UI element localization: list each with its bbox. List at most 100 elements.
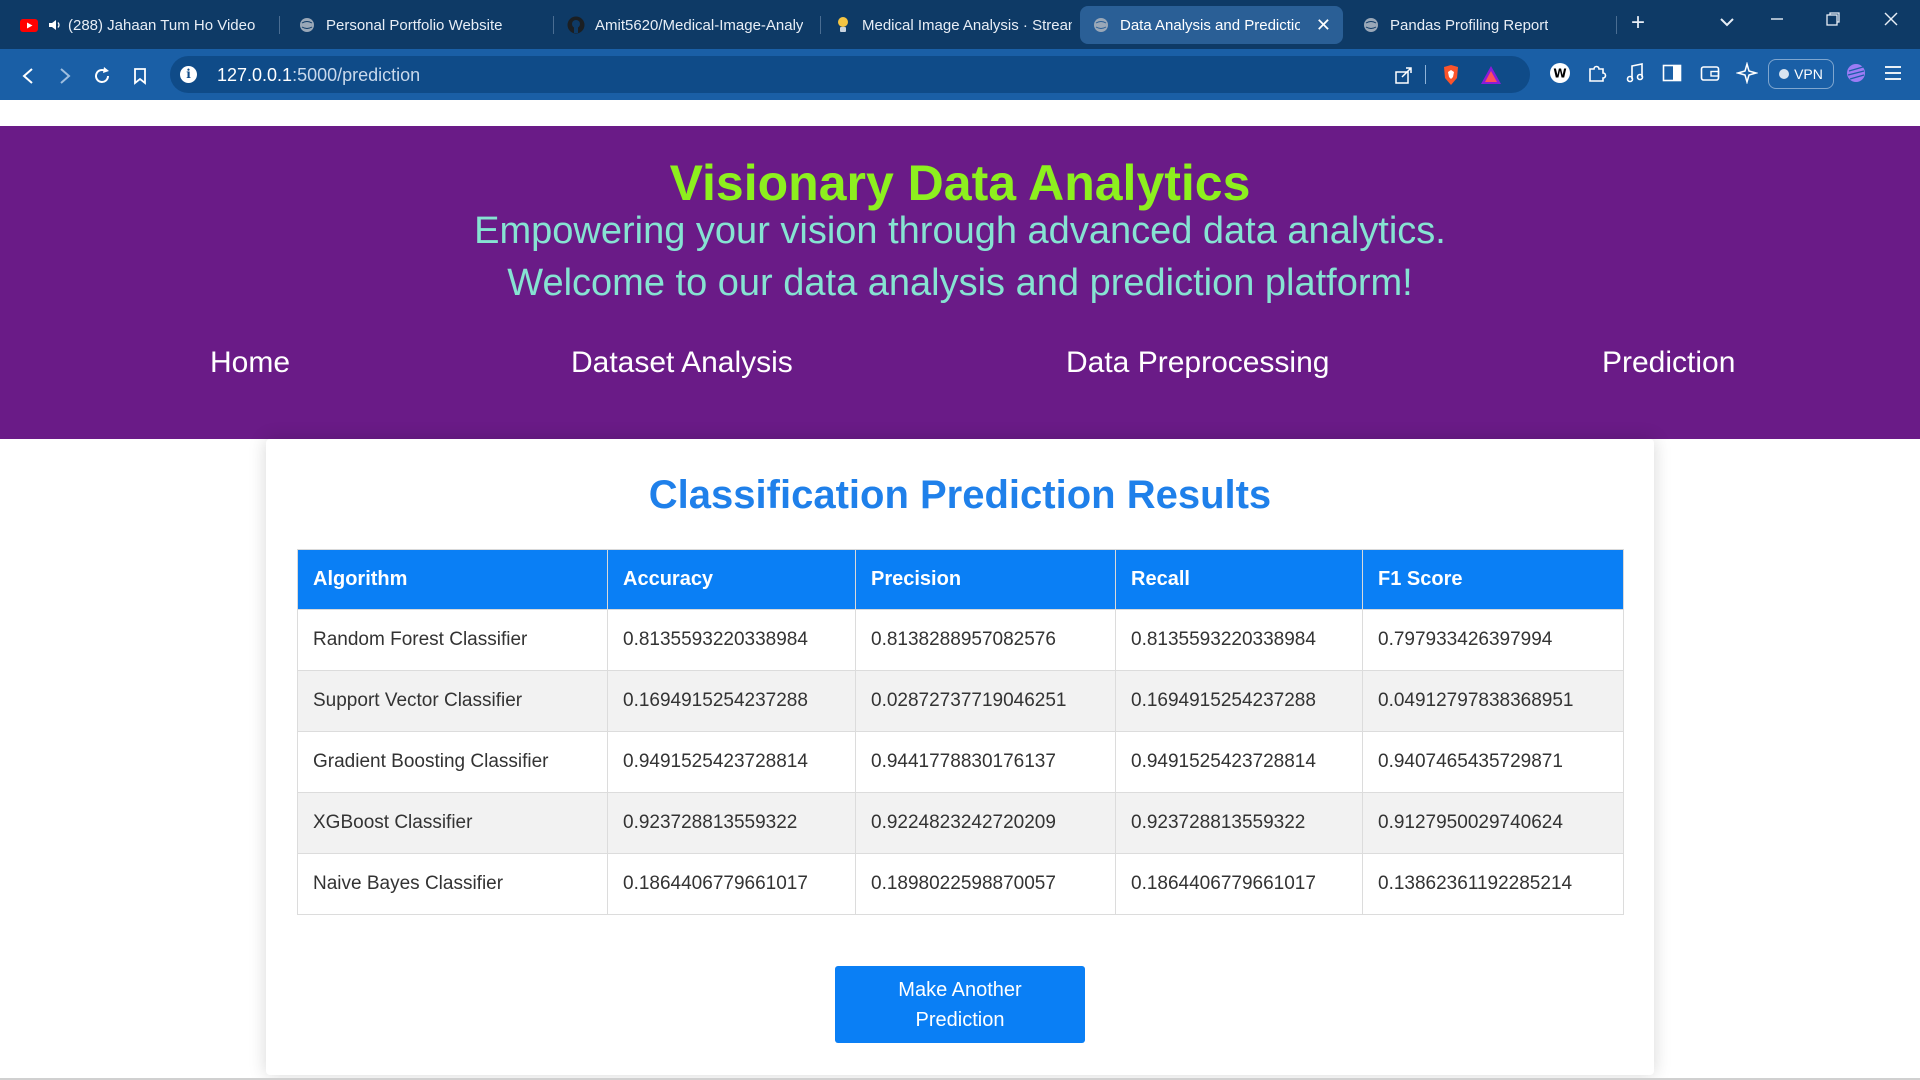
tab-label: Personal Portfolio Website	[326, 16, 503, 34]
new-tab-button[interactable]: +	[1630, 9, 1645, 36]
tab-github[interactable]: Amit5620/Medical-Image-Analy	[555, 6, 817, 44]
precision-cell: 0.8138288957082576	[855, 609, 1116, 671]
menu-icon[interactable]	[1881, 61, 1905, 85]
column-header-f1-score: F1 Score	[1362, 549, 1624, 610]
algorithm-cell: Gradient Boosting Classifier	[297, 731, 608, 793]
tab-separator	[553, 16, 554, 34]
url-text[interactable]: 127.0.0.1:5000/prediction	[217, 65, 420, 86]
vpn-status-icon	[1779, 69, 1790, 79]
site-tagline: Empowering your vision through advanced …	[474, 210, 1446, 252]
brave-news-icon[interactable]	[1844, 61, 1868, 85]
nav-link-home[interactable]: Home	[210, 346, 291, 379]
tab-youtube[interactable]: (288) Jahaan Tum Ho Video	[8, 6, 272, 44]
minimize-icon[interactable]	[1762, 10, 1792, 33]
results-table: Algorithm Accuracy Precision Recall F1 S…	[297, 549, 1624, 915]
f1-score-cell: 0.9407465435729871	[1362, 731, 1624, 793]
globe-icon	[1362, 16, 1380, 34]
browser-toolbar: i 127.0.0.1:5000/prediction W VPN	[0, 49, 1920, 100]
table-row: Gradient Boosting Classifier 0.949152542…	[297, 731, 1624, 793]
globe-icon	[298, 16, 316, 34]
recall-cell: 0.923728813559322	[1115, 792, 1363, 854]
algorithm-cell: Support Vector Classifier	[297, 670, 608, 732]
wallet-w-icon[interactable]: W	[1548, 61, 1572, 85]
globe-icon	[1092, 16, 1110, 34]
tab-separator	[279, 16, 280, 34]
wallet-icon[interactable]	[1698, 61, 1722, 85]
close-icon[interactable]: ✕	[1315, 14, 1331, 35]
table-row: Naive Bayes Classifier 0.186440677966101…	[297, 853, 1624, 915]
tab-pandas-profiling[interactable]: Pandas Profiling Report	[1350, 6, 1612, 44]
precision-cell: 0.1898022598870057	[855, 853, 1116, 915]
table-row: XGBoost Classifier 0.923728813559322 0.9…	[297, 792, 1624, 854]
f1-score-cell: 0.797933426397994	[1362, 609, 1624, 671]
f1-score-cell: 0.04912797838368951	[1362, 670, 1624, 732]
browser-tab-bar: (288) Jahaan Tum Ho Video Personal Portf…	[0, 0, 1920, 49]
precision-cell: 0.9224823242720209	[855, 792, 1116, 854]
brave-shield-icon[interactable]	[1439, 63, 1463, 87]
site-info-icon[interactable]: i	[180, 66, 197, 83]
music-icon[interactable]	[1623, 61, 1647, 85]
algorithm-cell: Random Forest Classifier	[297, 609, 608, 671]
url-path: :5000/prediction	[292, 65, 421, 85]
chevron-down-icon[interactable]	[1712, 10, 1742, 33]
tab-label: Pandas Profiling Report	[1390, 16, 1549, 34]
recall-cell: 0.9491525423728814	[1115, 731, 1363, 793]
site-title: Visionary Data Analytics	[669, 155, 1251, 211]
reload-icon[interactable]	[88, 62, 116, 90]
youtube-icon	[20, 16, 38, 34]
tab-separator	[820, 16, 821, 34]
github-icon	[567, 16, 585, 34]
tab-data-analysis[interactable]: Data Analysis and Predictio ✕	[1080, 6, 1343, 44]
precision-cell: 0.02872737719046251	[855, 670, 1116, 732]
restore-icon[interactable]	[1818, 10, 1848, 33]
column-header-algorithm: Algorithm	[297, 549, 608, 610]
accuracy-cell: 0.9491525423728814	[607, 731, 856, 793]
tab-label: Amit5620/Medical-Image-Analy	[595, 16, 804, 34]
back-icon[interactable]	[14, 62, 42, 90]
column-header-accuracy: Accuracy	[607, 549, 856, 610]
results-card: Classification Prediction Results Algori…	[266, 439, 1654, 1075]
nav-link-data-preprocessing[interactable]: Data Preprocessing	[1066, 346, 1330, 379]
tab-portfolio[interactable]: Personal Portfolio Website	[286, 6, 548, 44]
extensions-icon[interactable]	[1585, 61, 1609, 85]
make-another-prediction-button[interactable]: Make Another Prediction	[835, 966, 1085, 1043]
algorithm-cell: Naive Bayes Classifier	[297, 853, 608, 915]
f1-score-cell: 0.9127950029740624	[1362, 792, 1624, 854]
tab-label: Data Analysis and Predictio	[1120, 16, 1300, 34]
tab-separator	[1616, 16, 1617, 34]
speaker-icon[interactable]	[48, 16, 62, 34]
recall-cell: 0.1864406779661017	[1115, 853, 1363, 915]
accuracy-cell: 0.1864406779661017	[607, 853, 856, 915]
forward-icon[interactable]	[51, 62, 79, 90]
welcome-message: Welcome to our data analysis and predict…	[507, 262, 1413, 304]
f1-score-cell: 0.13862361192285214	[1362, 853, 1624, 915]
svg-text:W: W	[1553, 67, 1566, 81]
recall-cell: 0.1694915254237288	[1115, 670, 1363, 732]
tab-streamlit[interactable]: Medical Image Analysis · Strean	[822, 6, 1084, 44]
window-close-icon[interactable]	[1876, 10, 1906, 33]
precision-cell: 0.9441778830176137	[855, 731, 1116, 793]
results-title: Classification Prediction Results	[648, 473, 1272, 517]
vpn-button[interactable]: VPN	[1768, 59, 1834, 89]
tab-label: Medical Image Analysis · Strean	[862, 16, 1072, 34]
site-header: Visionary Data Analytics Empowering your…	[0, 126, 1920, 439]
recall-cell: 0.8135593220338984	[1115, 609, 1363, 671]
sidebar-icon[interactable]	[1660, 61, 1684, 85]
leo-ai-icon[interactable]	[1735, 61, 1759, 85]
algorithm-cell: XGBoost Classifier	[297, 792, 608, 854]
nav-link-dataset-analysis[interactable]: Dataset Analysis	[571, 346, 793, 379]
streamlit-icon	[834, 16, 852, 34]
bookmark-icon[interactable]	[126, 62, 154, 90]
accuracy-cell: 0.923728813559322	[607, 792, 856, 854]
address-bar[interactable]: i 127.0.0.1:5000/prediction	[170, 56, 1530, 93]
divider	[0, 1078, 1920, 1080]
table-row: Support Vector Classifier 0.169491525423…	[297, 670, 1624, 732]
nav-link-prediction[interactable]: Prediction	[1602, 346, 1736, 379]
tab-label: (288) Jahaan Tum Ho Video	[68, 16, 256, 34]
vpn-label: VPN	[1794, 66, 1823, 82]
share-icon[interactable]	[1392, 63, 1416, 87]
url-host: 127.0.0.1	[217, 65, 293, 85]
column-header-precision: Precision	[855, 549, 1116, 610]
brave-rewards-icon[interactable]	[1479, 63, 1503, 87]
table-header-row: Algorithm Accuracy Precision Recall F1 S…	[297, 549, 1624, 610]
